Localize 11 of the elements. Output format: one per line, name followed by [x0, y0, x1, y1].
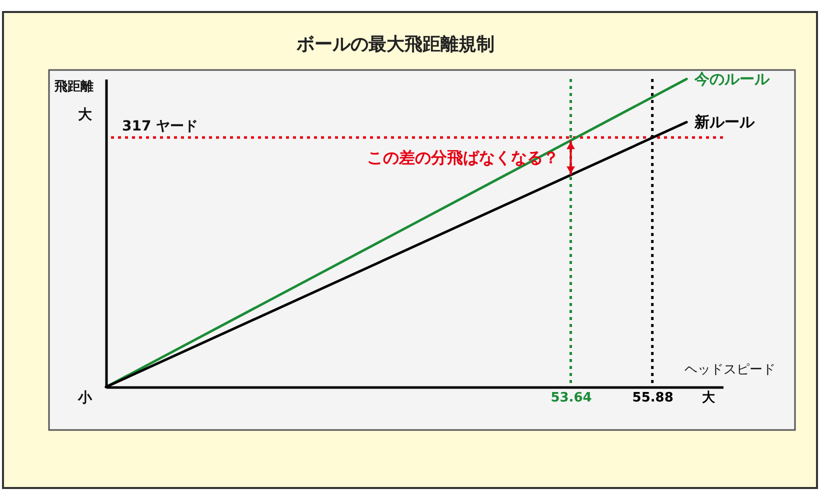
y-axis-title: 飛距離	[54, 80, 94, 94]
chart-title: ボールの最大飛距離規制	[296, 34, 494, 55]
text: 小	[77, 390, 93, 406]
series-label: 今のルール	[694, 70, 771, 88]
x-tick-label: 53.64	[550, 390, 592, 406]
x-axis-title: ヘッドスピード	[684, 362, 776, 378]
ref-line-label: 317 ヤード	[122, 118, 198, 135]
x-tick-label: 大	[702, 390, 716, 406]
x-tick-label: 55.88	[632, 390, 674, 406]
text: 大	[78, 107, 93, 123]
series-label: 新ルール	[694, 113, 756, 132]
